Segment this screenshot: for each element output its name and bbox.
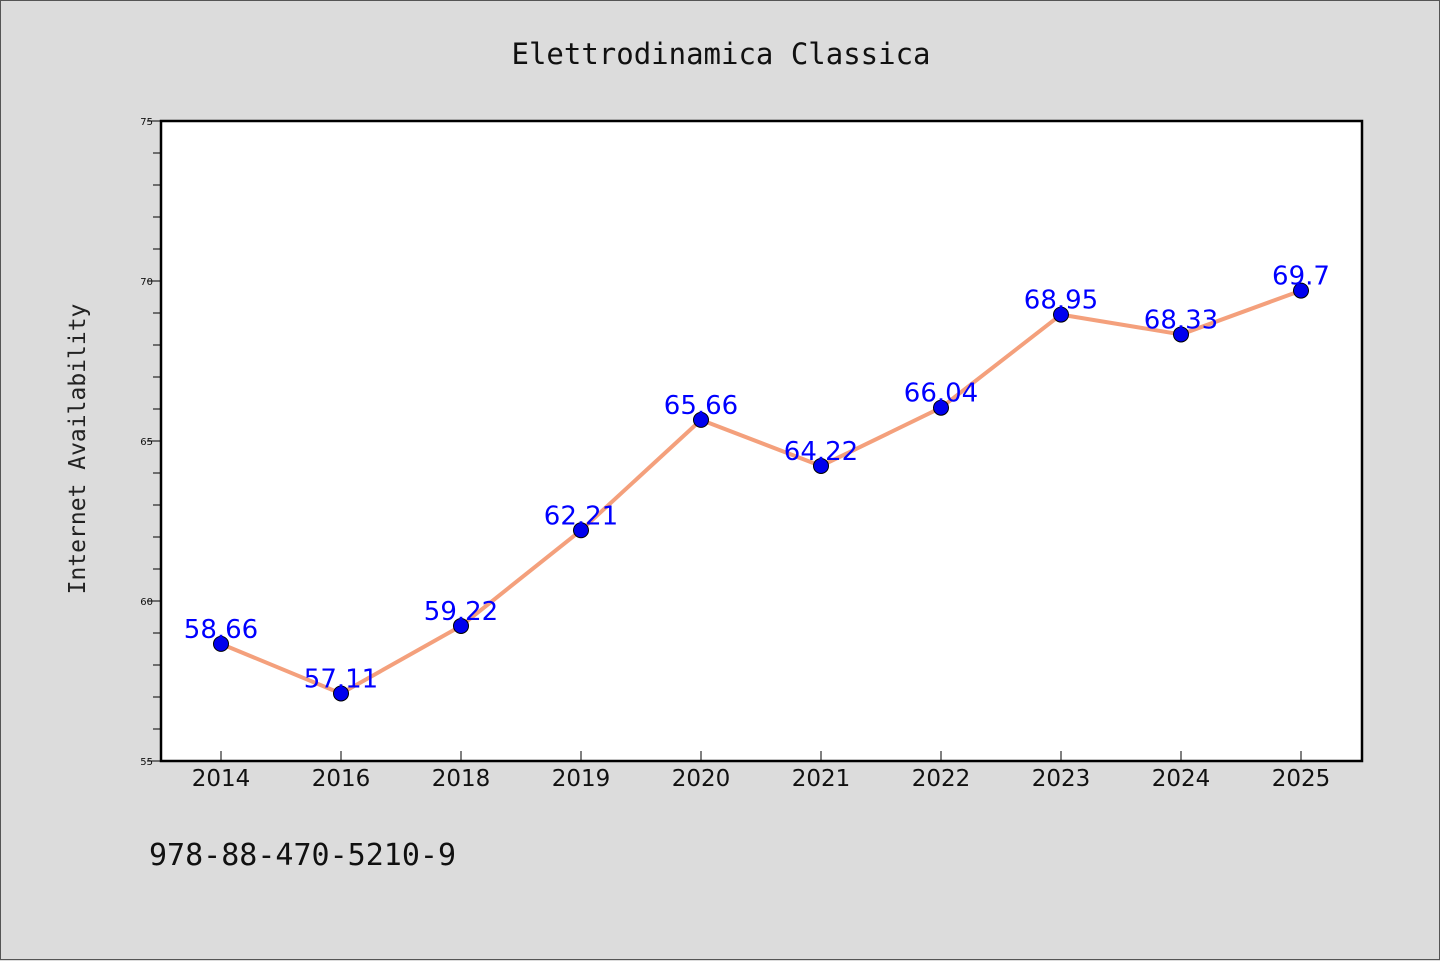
data-label: 58.66 [184,615,258,645]
x-axis: 2014 2016 2018 2019 2020 2021 2022 2023 2024 2025 [192,751,1331,792]
y-tick-label: 60 [140,597,153,608]
series-line-group [220,288,1302,696]
data-point [1293,282,1309,299]
data-label: 62.21 [544,501,618,531]
data-point [453,617,469,634]
y-axis: 55 60 65 70 75 [140,117,161,768]
data-point [213,635,229,652]
y-axis-label: Internet Availability [65,304,91,595]
y-tick-label: 70 [140,277,153,288]
x-tick-label: 2024 [1152,766,1211,792]
x-tick-label: 2018 [432,766,491,792]
y-tick-label: 75 [140,117,153,128]
data-point [333,685,349,702]
x-tick-label: 2025 [1272,766,1331,792]
data-point [573,522,589,539]
markers-group [213,282,1309,702]
data-point [933,399,949,416]
data-label: 69.7 [1272,262,1330,292]
x-tick-label: 2023 [1032,766,1091,792]
data-label: 66.04 [904,379,978,409]
data-label: 59.22 [424,597,498,627]
chart-title: Elettrodinamica Classica [511,37,930,71]
x-tick-label: 2020 [672,766,731,792]
data-label: 57.11 [304,664,378,694]
x-tick-label: 2019 [552,766,611,792]
data-label: 65.66 [664,391,738,421]
series-line [220,288,1302,696]
x-tick-label: 2021 [792,766,851,792]
data-labels-group: 58.66 57.11 59.22 62.21 65.66 64.22 66.04 68.95… [184,262,1330,695]
data-label: 68.95 [1024,286,1098,316]
data-point [693,411,709,428]
isbn-text: 978-88-470-5210-9 [149,838,456,873]
data-point [1173,326,1189,343]
x-tick-label: 2022 [912,766,971,792]
y-tick-label: 65 [140,437,153,448]
y-tick-label: 55 [140,757,153,768]
data-point [813,457,829,474]
x-tick-label: 2014 [192,766,251,792]
data-label: 64.22 [784,437,858,467]
data-point [1053,306,1069,323]
x-tick-label: 2016 [312,766,371,792]
data-label: 68.33 [1144,305,1218,335]
